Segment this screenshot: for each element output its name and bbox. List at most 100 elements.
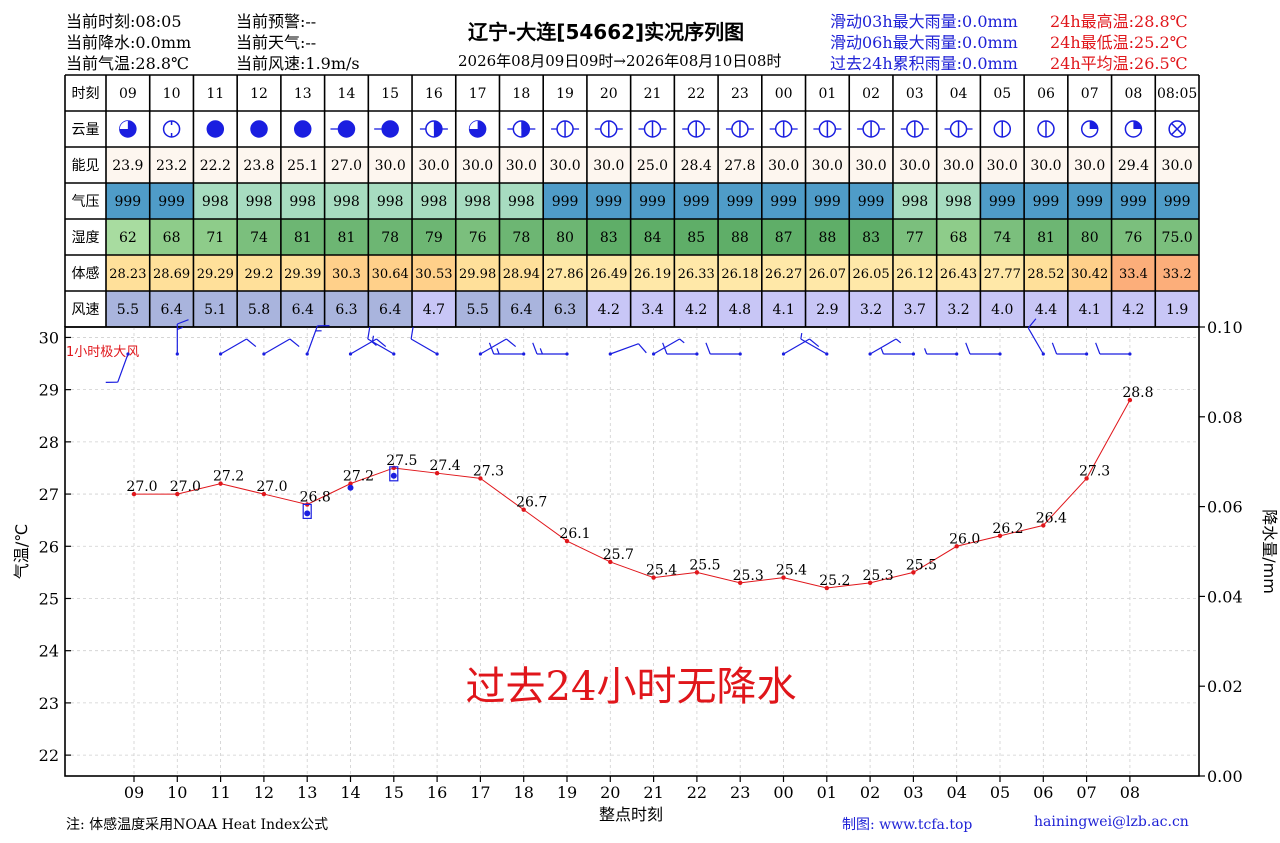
table-cell-bg xyxy=(237,219,281,255)
y2-tick-label: 0.00 xyxy=(1207,767,1243,786)
aux-marker xyxy=(304,510,311,517)
table-cell-bg xyxy=(1111,255,1156,291)
visibility-cell: 25.1 xyxy=(287,158,318,174)
y-tick-label: 26 xyxy=(39,537,59,556)
cloud-cover-icon xyxy=(206,120,225,138)
feels-like-cell: 28.94 xyxy=(503,267,540,282)
wind-speed-cell: 3.2 xyxy=(860,302,882,318)
table-cell-bg xyxy=(849,291,893,327)
table-cell-bg xyxy=(586,255,631,291)
temperature-label: 25.5 xyxy=(906,557,937,573)
rain-stat-3h: 滑动03h最大雨量:0.0mm xyxy=(830,12,1018,31)
wind-barb-base xyxy=(522,352,526,356)
temperature-label: 27.0 xyxy=(126,479,157,495)
wind-barb-staff xyxy=(220,338,247,355)
wind-barb-flag xyxy=(289,338,300,348)
no-rain-text: 过去24小时无降水 xyxy=(466,664,797,710)
visibility-cell: 27.0 xyxy=(331,158,362,174)
feels-like-cell: 26.27 xyxy=(765,267,802,282)
temperature-point xyxy=(1127,397,1133,403)
table-cell-bg xyxy=(412,291,456,327)
table-cell-bg xyxy=(980,291,1025,327)
wind-barb xyxy=(305,325,330,356)
wind-barb xyxy=(488,342,526,356)
wind-speed-cell: 3.7 xyxy=(904,302,926,318)
table-cell-bg xyxy=(106,255,150,291)
pressure-cell: 998 xyxy=(202,194,229,210)
temperature-label: 25.7 xyxy=(603,547,634,563)
temp-stat-min: 24h最低温:25.2℃ xyxy=(1050,33,1188,52)
table-row-label: 风速 xyxy=(72,302,100,318)
temperature-point xyxy=(738,580,743,586)
table-cell-bg xyxy=(849,183,893,219)
humidity-cell: 75.0 xyxy=(1162,230,1193,246)
feels-like-cell: 30.64 xyxy=(372,267,409,282)
y2-tick-label: 0.04 xyxy=(1207,587,1243,606)
cloud-quadrant xyxy=(1133,121,1142,129)
table-cell-bg xyxy=(1067,183,1112,219)
humidity-cell: 74 xyxy=(250,230,268,246)
y-tick-label: 22 xyxy=(39,746,59,765)
temperature-point xyxy=(1041,523,1046,528)
pressure-cell: 999 xyxy=(1120,194,1147,210)
table-cell-bg xyxy=(718,147,762,183)
wind-barb xyxy=(965,342,1002,356)
y2-tick-label: 0.06 xyxy=(1207,498,1243,517)
temperature-point xyxy=(867,580,873,586)
table-cell-bg xyxy=(586,219,631,255)
wind-speed-cell: 4.1 xyxy=(1079,302,1101,318)
temperature-label: 27.5 xyxy=(386,453,417,469)
temperature-label: 27.3 xyxy=(473,463,504,479)
table-cell-bg xyxy=(630,219,675,255)
table-cell-bg xyxy=(1024,291,1068,327)
table-row-label: 时刻 xyxy=(72,86,100,102)
current-wind: 当前风速:1.9m/s xyxy=(236,54,360,73)
table-cell-bg xyxy=(980,183,1025,219)
wind-barb-base xyxy=(478,352,482,356)
wind-barb-flag xyxy=(376,338,387,348)
x-tick-label: 06 xyxy=(1033,783,1053,802)
humidity-cell: 81 xyxy=(294,230,312,246)
pressure-cell: 999 xyxy=(683,194,710,210)
table-cell-bg xyxy=(892,255,937,291)
table-cell-bg xyxy=(586,183,631,219)
humidity-cell: 78 xyxy=(512,230,530,246)
wind-barb-base xyxy=(1085,352,1089,356)
cloud-cover-icon xyxy=(900,120,929,138)
table-cell-bg xyxy=(892,183,937,219)
cloud-quadrant xyxy=(119,121,128,129)
temperature-label: 25.2 xyxy=(819,573,850,589)
time-cell: 22 xyxy=(687,86,705,102)
table-cell-bg xyxy=(1067,219,1112,255)
visibility-cell: 30.0 xyxy=(899,158,930,174)
x-tick-label: 09 xyxy=(124,783,144,802)
visibility-cell: 30.0 xyxy=(1030,158,1061,174)
time-cell: 19 xyxy=(556,86,574,102)
wind-barb-base xyxy=(305,352,309,356)
visibility-cell: 30.0 xyxy=(987,158,1018,174)
wind-speed-cell: 4.2 xyxy=(685,302,707,318)
temperature-point xyxy=(997,533,1003,539)
y-tick-label: 29 xyxy=(39,381,59,400)
cloud-circle xyxy=(293,120,312,138)
cloud-cover-icon xyxy=(507,120,536,138)
wind-barb-flag xyxy=(246,338,257,348)
cloud-cover-icon xyxy=(638,120,667,138)
temperature-point xyxy=(781,575,786,580)
humidity-cell: 80 xyxy=(1081,230,1099,246)
temperature-label: 25.3 xyxy=(863,568,894,584)
feels-like-cell: 29.2 xyxy=(245,267,274,282)
temperature-point xyxy=(608,559,613,565)
wind-speed-cell: 6.4 xyxy=(379,302,401,318)
time-cell: 12 xyxy=(250,86,268,102)
table-cell-bg xyxy=(412,147,456,183)
time-cell: 04 xyxy=(950,86,968,102)
humidity-cell: 87 xyxy=(775,230,793,246)
temp-stat-max: 24h最高温:28.8℃ xyxy=(1050,12,1188,31)
table-cell-bg xyxy=(237,183,281,219)
table-cell-bg xyxy=(499,219,544,255)
wind-barb-flag xyxy=(1027,318,1037,329)
y-tick-label: 30 xyxy=(39,328,59,347)
wind-barb xyxy=(662,342,699,356)
